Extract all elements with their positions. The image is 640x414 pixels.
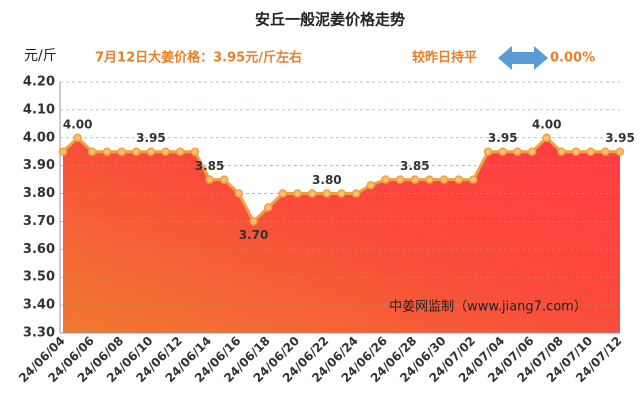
point xyxy=(410,175,420,184)
data-label: 3.80 xyxy=(312,173,342,187)
point xyxy=(219,175,229,184)
point xyxy=(395,175,405,184)
point xyxy=(190,147,200,156)
change-value: 0.00% xyxy=(550,51,595,66)
y-tick-label: 3.50 xyxy=(23,270,55,285)
data-label: 4.00 xyxy=(63,117,93,131)
point xyxy=(205,175,214,184)
point xyxy=(351,189,361,198)
chart-title: 安丘一般泥姜价格走势 xyxy=(255,11,405,29)
point xyxy=(439,175,449,184)
data-label: 3.85 xyxy=(195,159,225,173)
y-tick-label: 3.30 xyxy=(23,326,55,341)
point xyxy=(601,147,610,156)
point xyxy=(425,175,434,184)
point xyxy=(161,147,170,156)
y-tick-label: 3.60 xyxy=(23,242,55,257)
point xyxy=(249,217,258,226)
point xyxy=(498,147,507,156)
point xyxy=(615,147,625,156)
point xyxy=(58,147,68,156)
y-tick-label: 3.70 xyxy=(23,214,55,229)
y-tick-label: 3.80 xyxy=(23,186,55,201)
y-tick-label: 4.00 xyxy=(23,130,55,145)
point xyxy=(542,133,551,143)
data-label: 4.00 xyxy=(532,117,562,131)
area xyxy=(63,137,620,333)
point xyxy=(132,147,141,156)
point xyxy=(366,180,376,190)
point xyxy=(278,189,288,198)
point xyxy=(513,147,522,156)
watermark: 中姜网监制（www.jiang7.com） xyxy=(389,300,587,315)
point xyxy=(307,189,317,198)
headline: 7月12日大姜价格：3.95元/斤左右 xyxy=(95,50,302,66)
point xyxy=(571,147,581,156)
flat-arrow-icon xyxy=(498,46,548,70)
data-label: 3.70 xyxy=(239,228,269,242)
point xyxy=(263,203,273,212)
change-text: 较昨日持平 xyxy=(412,50,477,66)
point xyxy=(469,175,478,184)
data-label: 3.95 xyxy=(605,131,635,145)
y-tick-label: 3.90 xyxy=(23,158,55,173)
point xyxy=(527,147,537,156)
data-label: 3.95 xyxy=(488,131,518,145)
y-unit: 元/斤 xyxy=(24,48,57,64)
point xyxy=(454,175,464,184)
point xyxy=(234,189,244,198)
point xyxy=(337,189,346,198)
point xyxy=(88,147,97,156)
point xyxy=(322,189,332,198)
y-tick-label: 3.40 xyxy=(23,298,55,313)
data-label: 3.85 xyxy=(400,159,430,173)
data-label: 3.95 xyxy=(136,131,166,145)
point xyxy=(483,147,493,156)
y-tick-label: 4.10 xyxy=(23,102,55,117)
point xyxy=(293,189,302,198)
point xyxy=(586,147,595,156)
point xyxy=(73,133,82,143)
point xyxy=(146,147,156,156)
point xyxy=(102,147,112,156)
point xyxy=(117,147,126,156)
point xyxy=(176,147,185,156)
point xyxy=(557,147,566,156)
point xyxy=(381,175,390,184)
y-tick-label: 4.20 xyxy=(23,75,55,90)
